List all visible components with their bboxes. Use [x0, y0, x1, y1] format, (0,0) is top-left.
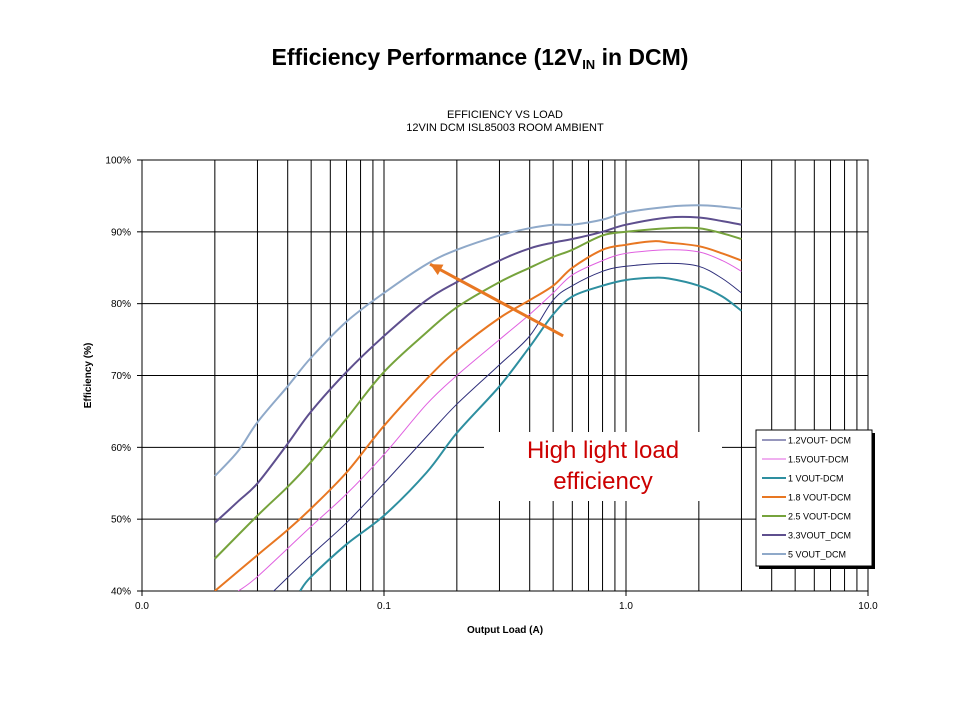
slide-title-subscript: IN	[582, 57, 596, 72]
y-tick-label: 40%	[111, 587, 131, 598]
series-line-3-3vout-dcm	[214, 215, 742, 524]
y-tick-label: 100%	[105, 156, 131, 167]
legend-label: 1.2VOUT- DCM	[788, 436, 851, 446]
slide-title-main: Efficiency Performance (12V	[271, 44, 583, 70]
series-line-1-5vout-dcm	[238, 249, 742, 591]
y-tick-label: 60%	[111, 443, 131, 454]
chart-subtitle: 12VIN DCM ISL85003 ROOM AMBIENT	[406, 122, 604, 134]
series-line-1-8-vout-dcm	[214, 240, 742, 591]
callout-arrow-head	[430, 264, 444, 276]
series-line-5-vout-dcm	[214, 204, 742, 477]
x-axis-label: Output Load (A)	[467, 625, 543, 636]
legend-label: 1.5VOUT-DCM	[788, 455, 849, 465]
callout-arrow-line	[429, 262, 564, 338]
legend-label: 2.5 VOUT-DCM	[788, 512, 851, 522]
y-axis-label: Efficiency (%)	[83, 343, 94, 409]
x-tick-label: 0.1	[377, 601, 391, 612]
legend-label: 3.3VOUT_DCM	[788, 531, 851, 541]
y-tick-label: 50%	[111, 515, 131, 526]
y-tick-label: 70%	[111, 371, 131, 382]
callout-box: High light load efficiency	[484, 432, 722, 501]
legend-label: 5 VOUT_DCM	[788, 550, 846, 560]
slide-title-end: in DCM)	[595, 44, 689, 70]
y-tick-label: 80%	[111, 299, 131, 310]
legend-label: 1.8 VOUT-DCM	[788, 493, 851, 503]
series-line-2-5-vout-dcm	[214, 226, 742, 560]
x-tick-label: 10.0	[858, 601, 878, 612]
legend-label: 1 VOUT-DCM	[788, 474, 844, 484]
slide-title: Efficiency Performance (12VIN in DCM)	[0, 44, 960, 72]
x-tick-label: 1.0	[619, 601, 633, 612]
x-tick-label: 0.0	[135, 601, 149, 612]
callout-line-1: High light load	[526, 437, 680, 464]
callout-line-2: efficiency	[553, 468, 653, 495]
series-line-1-2vout-dcm	[273, 262, 742, 591]
series-line-1-vout-dcm	[299, 276, 743, 591]
y-tick-label: 90%	[111, 227, 131, 238]
chart-title: EFFICIENCY VS LOAD	[447, 109, 563, 121]
